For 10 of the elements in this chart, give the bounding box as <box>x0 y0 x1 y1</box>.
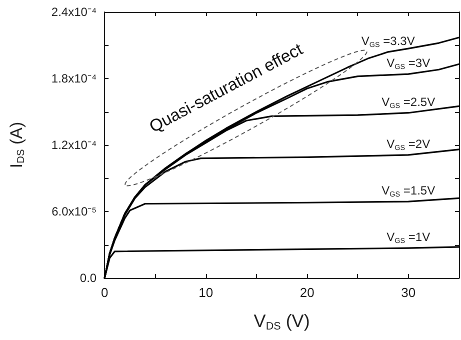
y-tick-label: 6.0x10⁻⁵ <box>52 204 97 218</box>
y-tick-label: 1.8x10⁻⁴ <box>51 72 97 86</box>
x-tick-label: 0 <box>100 285 108 300</box>
x-tick-label: 30 <box>401 285 416 300</box>
y-axis-title: IDS (A) <box>7 122 28 168</box>
x-tick-label: 10 <box>198 285 214 300</box>
y-tick-label: 1.2x10⁻⁴ <box>51 138 97 152</box>
y-tick-label: 2.4x10⁻⁴ <box>51 5 97 19</box>
x-tick-label: 20 <box>300 285 314 300</box>
y-tick-label: 0.0 <box>80 271 97 285</box>
